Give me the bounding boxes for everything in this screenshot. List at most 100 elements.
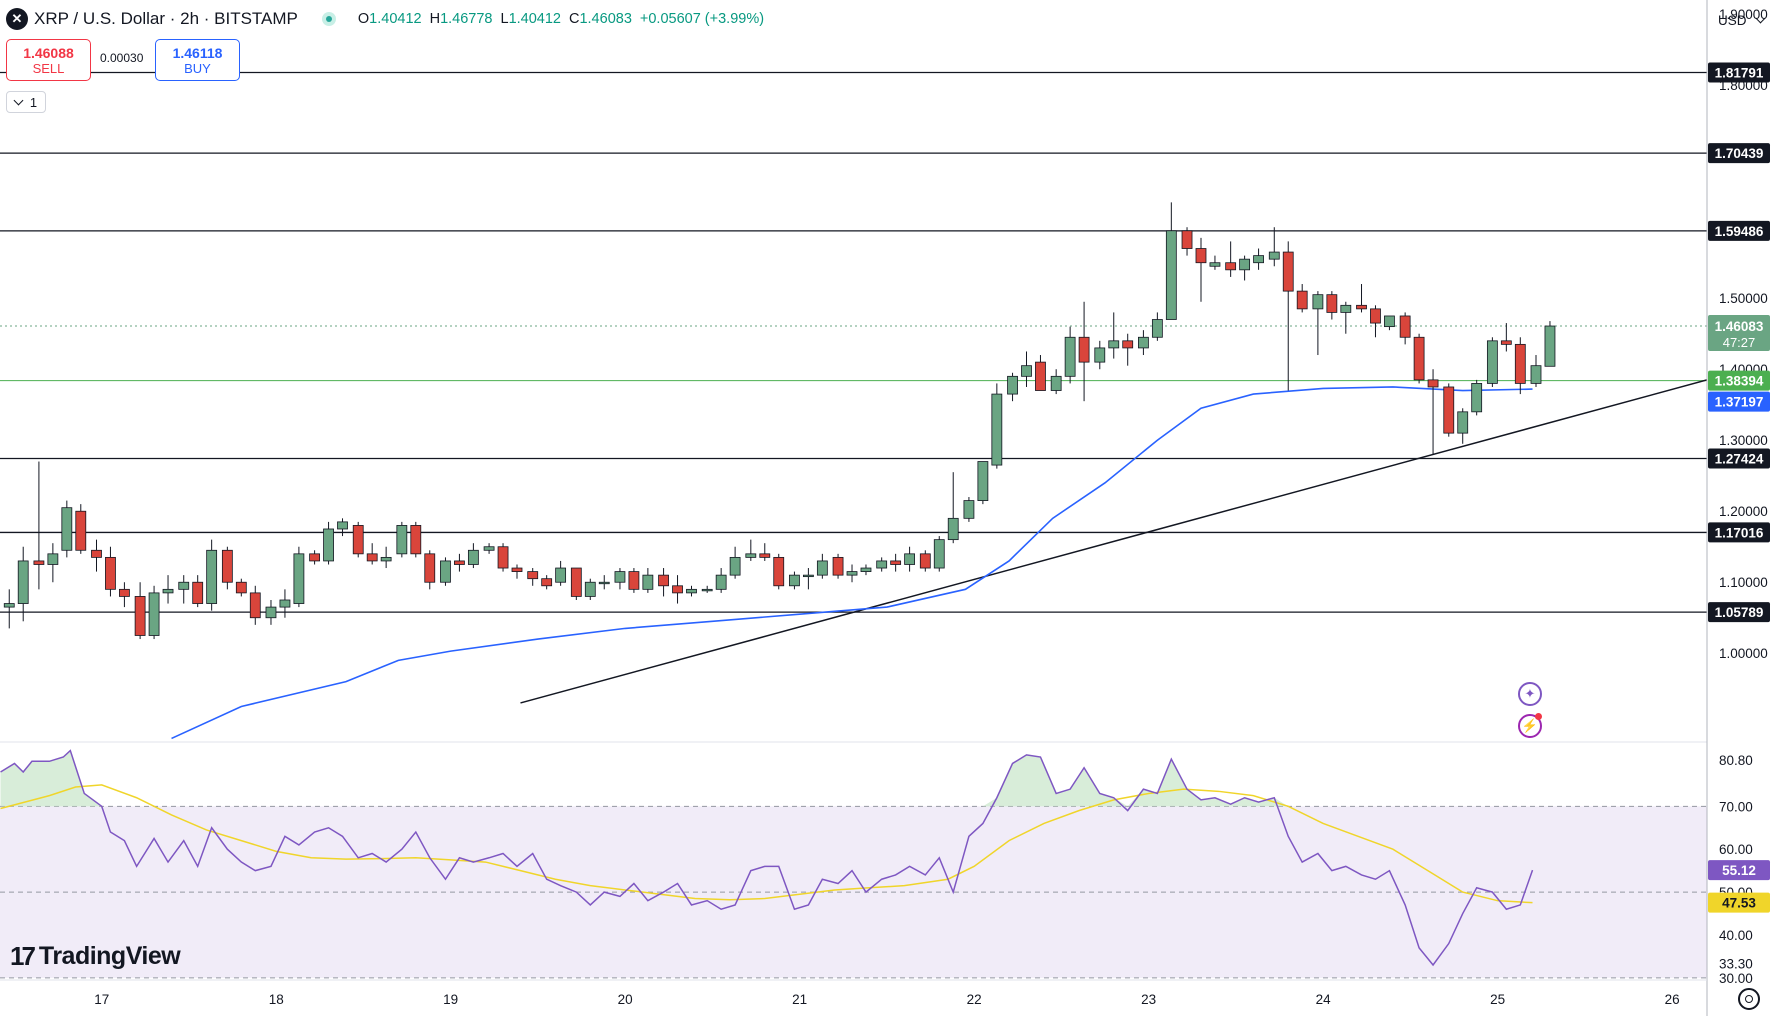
buy-button[interactable]: 1.46118 BUY bbox=[155, 39, 240, 81]
candle-43 bbox=[628, 571, 640, 590]
level-label-4-bg bbox=[1708, 522, 1770, 543]
candle-97 bbox=[1413, 336, 1425, 381]
candle-17 bbox=[249, 592, 261, 619]
candle-99 bbox=[1443, 386, 1455, 434]
candle-88 bbox=[1282, 251, 1294, 292]
candle-86 bbox=[1253, 255, 1264, 264]
level-label-2-bg bbox=[1708, 220, 1770, 241]
candle-36 bbox=[527, 571, 539, 580]
candle-55 bbox=[802, 574, 814, 578]
candle-95 bbox=[1384, 315, 1395, 328]
ohlc-high: H1.46778 bbox=[429, 11, 493, 27]
candle-14 bbox=[206, 549, 218, 604]
candle-102 bbox=[1486, 340, 1498, 384]
chart-header: ✕ XRP / U.S. Dollar · 2h · BITSTAMP O1.4… bbox=[6, 6, 764, 32]
level-label-3: 1.27424 bbox=[1715, 452, 1764, 467]
tradingview-logo[interactable]: 17 TradingView bbox=[10, 941, 181, 972]
current-price-label: 1.46083 bbox=[1715, 319, 1764, 334]
candle-72 bbox=[1050, 375, 1062, 391]
candle-20 bbox=[293, 553, 305, 604]
candle-90 bbox=[1312, 294, 1324, 310]
ohlc-open: O1.40412 bbox=[357, 11, 422, 27]
candle-89 bbox=[1296, 290, 1308, 310]
ma-label: 1.37197 bbox=[1715, 395, 1764, 410]
candle-51 bbox=[745, 553, 757, 558]
tradingview-mark-icon: 17 bbox=[10, 941, 36, 971]
sparkle-icon[interactable]: ✦ bbox=[1518, 682, 1542, 706]
candle-60 bbox=[876, 560, 888, 569]
candle-29 bbox=[424, 553, 436, 583]
candle-32 bbox=[467, 549, 479, 565]
indicator-count: 1 bbox=[29, 94, 38, 110]
chevron-down-icon bbox=[13, 95, 24, 106]
candle-47 bbox=[686, 588, 697, 594]
candle-63 bbox=[919, 553, 931, 569]
candle-26 bbox=[380, 556, 392, 562]
candle-92 bbox=[1340, 304, 1352, 313]
candle-65 bbox=[947, 517, 959, 541]
candle-42 bbox=[614, 571, 626, 583]
candle-5 bbox=[75, 510, 87, 551]
buy-price: 1.46118 bbox=[172, 44, 223, 61]
currency-select[interactable]: USD bbox=[1710, 6, 1770, 34]
candle-87 bbox=[1268, 251, 1280, 260]
candle-22 bbox=[323, 528, 334, 562]
moving-average-line bbox=[171, 386, 1533, 740]
candle-79 bbox=[1151, 319, 1163, 338]
candle-93 bbox=[1356, 304, 1367, 310]
rsi-value-label-bg bbox=[1708, 860, 1770, 881]
candle-52 bbox=[759, 553, 771, 558]
time-tick-6: 23 bbox=[1141, 992, 1156, 1007]
candle-18 bbox=[265, 606, 277, 619]
candle-54 bbox=[789, 574, 800, 587]
candle-64 bbox=[933, 539, 945, 569]
candle-82 bbox=[1195, 248, 1207, 264]
candle-106 bbox=[1544, 325, 1556, 367]
time-tick-8: 25 bbox=[1490, 992, 1505, 1007]
level-label-0-bg bbox=[1708, 62, 1770, 83]
symbol-title[interactable]: XRP / U.S. Dollar · 2h · BITSTAMP bbox=[34, 9, 298, 28]
candle-15 bbox=[221, 549, 233, 583]
time-tick-3: 20 bbox=[618, 992, 633, 1007]
ohlc-change: +0.05607 (+3.99%) bbox=[639, 11, 765, 27]
candle-21 bbox=[309, 553, 320, 562]
spread-value: 0.00030 bbox=[100, 51, 144, 65]
price-scale-bg bbox=[1707, 0, 1778, 1016]
sell-price: 1.46088 bbox=[23, 44, 74, 61]
sell-button[interactable]: 1.46088 SELL bbox=[6, 39, 91, 81]
buy-label: BUY bbox=[184, 60, 211, 76]
price-tick-2: 1.20000 bbox=[1719, 504, 1768, 519]
rsi-overbought-fill bbox=[0, 750, 1533, 807]
candle-76 bbox=[1108, 340, 1120, 349]
candle-77 bbox=[1122, 340, 1134, 349]
level-label-2: 1.59486 bbox=[1715, 224, 1764, 239]
candle-84 bbox=[1225, 262, 1237, 271]
indicator-toggle-button[interactable]: 1 bbox=[6, 91, 46, 113]
tradingview-logo-text: TradingView bbox=[38, 942, 181, 970]
candle-11 bbox=[162, 588, 174, 594]
settings-gear-icon[interactable] bbox=[1738, 988, 1760, 1010]
sell-label: SELL bbox=[32, 60, 65, 76]
candle-34 bbox=[497, 546, 509, 569]
candle-71 bbox=[1035, 361, 1046, 391]
candle-33 bbox=[483, 546, 495, 551]
candle-45 bbox=[658, 574, 669, 587]
rsi-ma-value-label: 47.53 bbox=[1722, 896, 1756, 911]
price-tick-1: 1.10000 bbox=[1719, 575, 1768, 590]
candle-69 bbox=[1007, 375, 1018, 395]
candle-81 bbox=[1181, 230, 1193, 249]
x-logo-icon[interactable]: ✕ bbox=[6, 8, 28, 30]
candle-67 bbox=[977, 461, 989, 501]
candle-37 bbox=[541, 578, 553, 587]
candle-100 bbox=[1457, 411, 1469, 434]
time-tick-7: 24 bbox=[1316, 992, 1332, 1007]
candle-75 bbox=[1094, 347, 1106, 363]
candle-83 bbox=[1209, 262, 1221, 267]
candle-40 bbox=[584, 581, 596, 597]
candle-85 bbox=[1239, 258, 1251, 271]
time-tick-5: 22 bbox=[967, 992, 982, 1007]
bar-countdown: 47:27 bbox=[1723, 335, 1756, 350]
lightning-icon[interactable]: ⚡ bbox=[1518, 713, 1542, 738]
price-tick-7: 1.90000 bbox=[1719, 7, 1768, 22]
